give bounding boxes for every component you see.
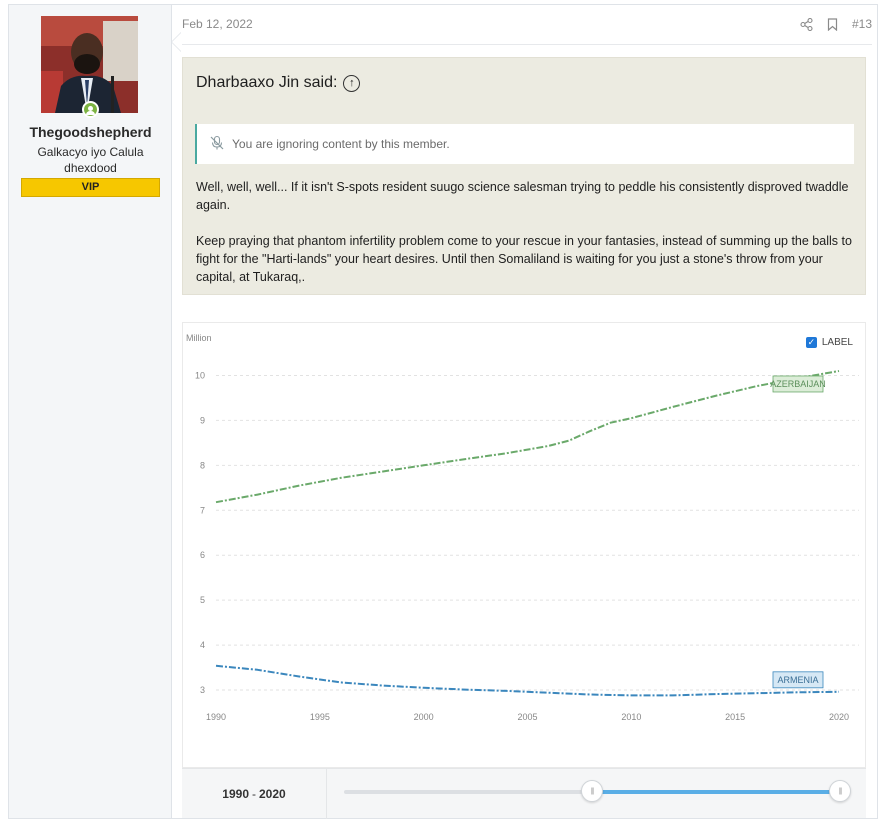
label-toggle-text: LABEL <box>821 337 853 348</box>
y-tick-label: 7 <box>200 505 205 515</box>
population-chart: Million 3 4 5 6 7 8 9 10 1990 1995 2000 2005 2010 2015… <box>182 322 866 768</box>
user-cell: Thegoodshepherd Galkacyo iyo Calula dhex… <box>9 5 172 818</box>
post-date[interactable]: Feb 12, 2022 <box>182 17 253 31</box>
y-tick-label: 3 <box>200 685 205 695</box>
y-axis-unit-label: Million <box>186 333 212 343</box>
quote-author: Dharbaaxo Jin said: <box>196 74 338 91</box>
series-line-azerbaijan <box>215 370 840 504</box>
range-readout: 1990 - 2020 <box>182 769 327 819</box>
series-line-armenia <box>215 664 840 697</box>
bookmark-icon[interactable] <box>827 17 838 31</box>
post-container: Thegoodshepherd Galkacyo iyo Calula dhex… <box>8 4 878 819</box>
range-handle-start[interactable]: ||| <box>581 780 603 802</box>
range-handle-end[interactable]: ||| <box>829 780 851 802</box>
ignored-content-notice: You are ignoring content by this member. <box>195 124 854 164</box>
series-label-box-azerbaijan <box>772 375 824 393</box>
range-separator: - <box>252 787 256 801</box>
quote-block: Dharbaaxo Jin said: ↑ You are ignoring c… <box>182 57 866 295</box>
range-slider-fill <box>592 790 840 794</box>
series-label-box-armenia <box>772 671 824 689</box>
x-tick-label: 1990 <box>206 712 226 722</box>
x-tick-label: 1995 <box>310 712 330 722</box>
series-label-azerbaijan: AZERBAIJAN <box>770 379 826 389</box>
microphone-slash-icon <box>209 135 225 154</box>
quote-body: Well, well, well... If it isn't S-spots … <box>196 178 856 304</box>
x-tick-label: 2010 <box>621 712 641 722</box>
quote-attribution[interactable]: Dharbaaxo Jin said: ↑ <box>196 74 361 92</box>
x-tick-label: 2005 <box>517 712 537 722</box>
user-title: Galkacyo iyo Calula dhexdood <box>37 145 144 175</box>
checkbox-checked-icon[interactable]: ✓ <box>805 337 817 348</box>
post-header: Feb 12, 2022 #13 <box>182 5 872 45</box>
post-number-link[interactable]: #13 <box>851 17 872 31</box>
y-tick-label: 9 <box>200 415 205 425</box>
arrow-up-circle-icon[interactable]: ↑ <box>343 74 361 92</box>
avatar[interactable] <box>41 16 138 113</box>
y-tick-label: 10 <box>195 370 205 380</box>
y-tick-label: 5 <box>200 595 205 605</box>
range-start: 1990 <box>222 787 249 801</box>
x-tick-label: 2015 <box>725 712 745 722</box>
avatar-image <box>41 16 138 113</box>
vip-badge: VIP <box>21 178 160 197</box>
chart-canvas: Million 3 4 5 6 7 8 9 10 1990 1995 2000 2005 2010 2015… <box>186 333 859 722</box>
y-tick-label: 8 <box>200 460 205 470</box>
y-tick-label: 4 <box>200 640 205 650</box>
ignored-text: You are ignoring content by this member. <box>232 137 450 151</box>
y-tick-label: 6 <box>200 550 205 560</box>
series-label-armenia: ARMENIA <box>777 675 818 685</box>
post-tools: #13 <box>800 15 872 33</box>
quote-paragraph: Keep praying that phantom infertility pr… <box>196 234 852 284</box>
share-icon[interactable] <box>800 17 813 31</box>
x-tick-label: 2000 <box>414 712 434 722</box>
label-toggle[interactable]: ✓ LABEL <box>805 337 853 348</box>
username[interactable]: Thegoodshepherd <box>29 124 152 140</box>
x-tick-label: 2020 <box>829 712 849 722</box>
quote-paragraph: Well, well, well... If it isn't S-spots … <box>196 180 849 212</box>
range-selector: 1990 - 2020 ||| ||| <box>182 768 866 819</box>
online-status-icon <box>82 101 99 118</box>
message-caret <box>172 33 181 51</box>
range-end: 2020 <box>259 787 286 801</box>
